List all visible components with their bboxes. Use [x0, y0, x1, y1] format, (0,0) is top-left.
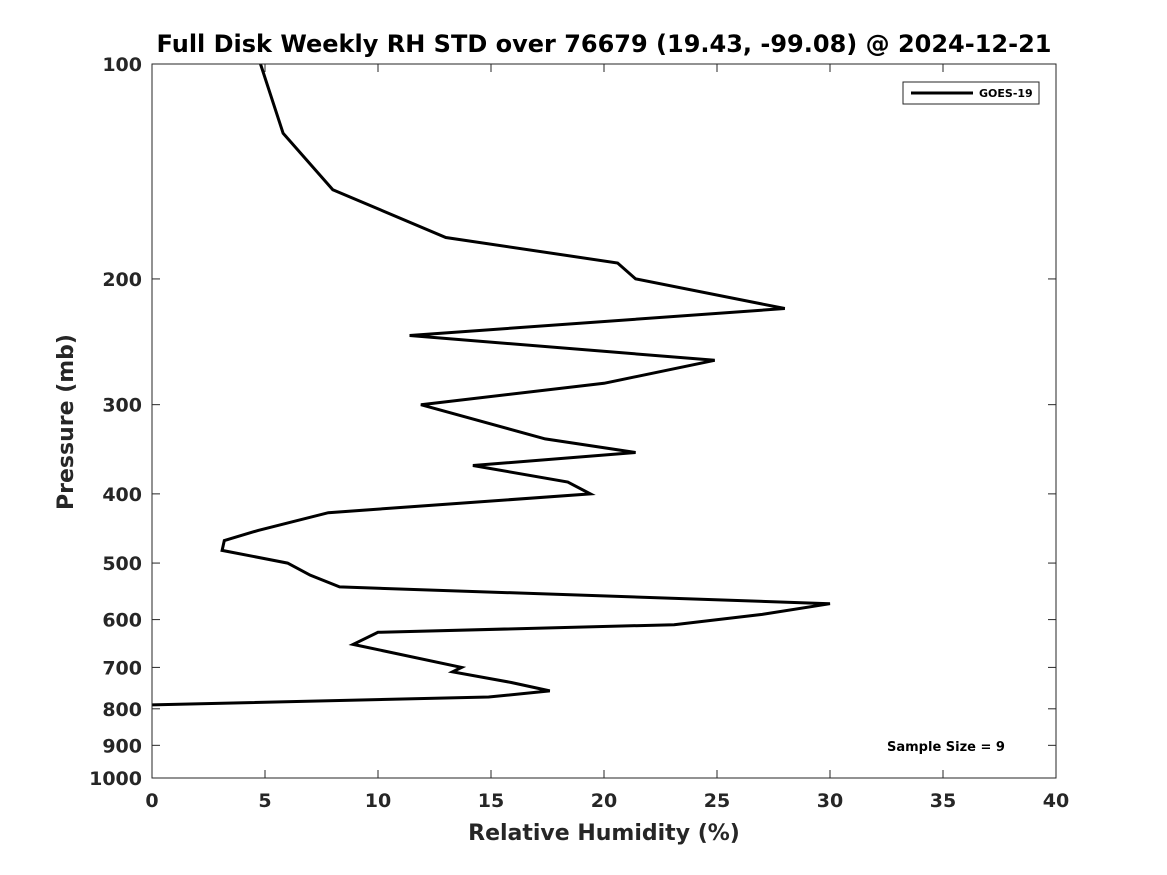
- x-tick-label-25: 25: [704, 790, 730, 812]
- y-tick-label-400: 400: [102, 484, 142, 506]
- legend: GOES-19: [902, 81, 1040, 105]
- plot-area-frame: [151, 63, 1057, 779]
- legend-entry-goes-19: GOES-19: [979, 87, 1033, 100]
- x-tick-label-5: 5: [258, 790, 271, 812]
- y-tick-label-300: 300: [102, 395, 142, 417]
- axis-ticks: [151, 63, 1057, 779]
- tick-labels: 0 5 10 15 20 25 30 35 40 100 200 300 400 500 600 700 800…: [89, 54, 1069, 812]
- y-tick-label-900: 900: [102, 735, 142, 757]
- y-tick-label-1000: 1000: [89, 768, 142, 790]
- y-tick-label-700: 700: [102, 657, 142, 679]
- y-tick-label-800: 800: [102, 699, 142, 721]
- series-layer: [151, 63, 831, 707]
- x-tick-label-35: 35: [930, 790, 956, 812]
- sample-size-annotation: Sample Size = 9: [887, 740, 1005, 755]
- x-tick-label-15: 15: [478, 790, 504, 812]
- x-axis-label: Relative Humidity (%): [468, 821, 740, 846]
- y-axis-label: Pressure (mb): [54, 334, 79, 510]
- y-tick-label-100: 100: [102, 54, 142, 76]
- y-tick-label-200: 200: [102, 269, 142, 291]
- y-tick-label-500: 500: [102, 553, 142, 575]
- series-line-goes-19: [151, 63, 831, 707]
- x-tick-label-30: 30: [817, 790, 843, 812]
- x-tick-label-10: 10: [365, 790, 391, 812]
- x-tick-label-40: 40: [1043, 790, 1069, 812]
- y-tick-label-600: 600: [102, 610, 142, 632]
- x-tick-label-0: 0: [145, 790, 158, 812]
- x-tick-label-20: 20: [591, 790, 617, 812]
- chart-title: Full Disk Weekly RH STD over 76679 (19.4…: [157, 30, 1052, 58]
